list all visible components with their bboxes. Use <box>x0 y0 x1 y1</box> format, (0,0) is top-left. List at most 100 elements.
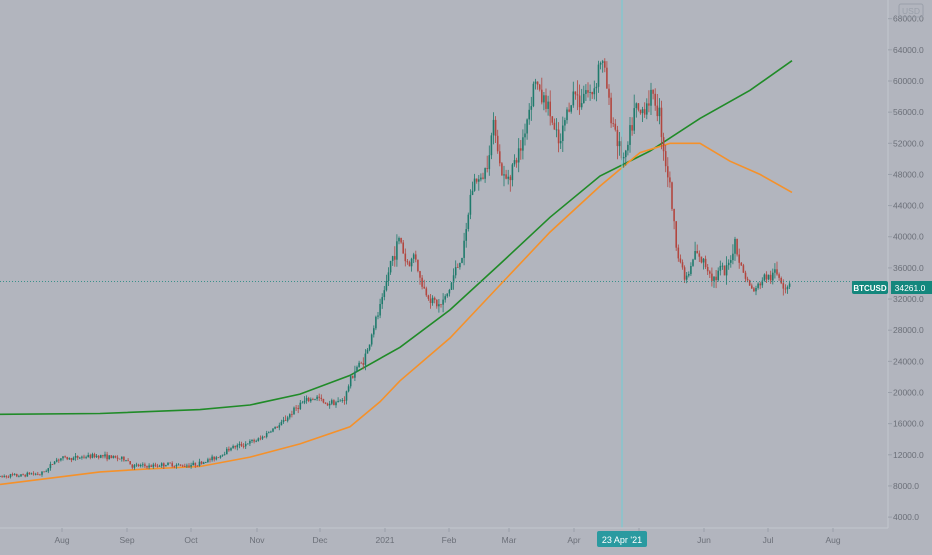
price-tick-label: 28000.0 <box>893 325 924 335</box>
candle-body <box>723 265 726 276</box>
candle-body <box>570 105 572 112</box>
candle-body <box>595 86 598 89</box>
candle-body <box>368 344 371 350</box>
candle-body <box>549 101 551 117</box>
candle-body <box>211 456 213 460</box>
candle-body <box>614 123 617 130</box>
price-tick-label: 8000.0 <box>893 481 919 491</box>
candle-body <box>654 93 656 106</box>
candle-body <box>658 107 661 117</box>
candle-body <box>236 445 239 448</box>
candle-body <box>400 238 402 243</box>
candle-body <box>202 462 205 464</box>
candle-body <box>767 274 770 280</box>
candle-body <box>591 92 593 95</box>
candle-body <box>291 414 293 415</box>
candle-body <box>215 457 218 460</box>
candle-body <box>553 122 556 130</box>
price-tick-label: 4000.0 <box>893 512 919 522</box>
candle-body <box>742 265 745 273</box>
candle-body <box>625 150 627 158</box>
candle-body <box>646 103 648 115</box>
price-tick-label: 64000.0 <box>893 45 924 55</box>
candle-body <box>108 455 110 460</box>
candle-body <box>631 125 633 131</box>
candle-body <box>656 105 659 117</box>
candle-body <box>627 144 629 151</box>
candle-body <box>324 402 327 404</box>
candle-body <box>85 457 87 458</box>
candle-body <box>377 315 379 317</box>
moving-average-line <box>0 142 793 486</box>
candle-body <box>427 295 430 299</box>
candle-body <box>347 386 350 392</box>
candle-body <box>286 417 289 421</box>
candle-body <box>776 269 778 275</box>
candle-body <box>152 464 155 467</box>
candle-body <box>255 440 257 442</box>
candle-body <box>213 456 215 460</box>
crosshair-date-badge-bg <box>597 531 647 547</box>
candle-body <box>513 160 516 165</box>
candle-body <box>669 177 671 183</box>
price-tick-label: 24000.0 <box>893 356 924 366</box>
candle-body <box>545 95 547 109</box>
candle-body <box>247 443 249 445</box>
candle-body <box>639 109 642 114</box>
candle-body <box>333 400 335 406</box>
candle-body <box>604 61 606 68</box>
candle-body <box>721 265 724 267</box>
candle-body <box>364 353 367 365</box>
candle-body <box>509 176 512 181</box>
candle-body <box>492 119 495 136</box>
candle-body <box>522 137 524 151</box>
candle-body <box>39 474 41 476</box>
candle-body <box>93 454 96 458</box>
candle-body <box>20 474 22 477</box>
candle-body <box>473 178 476 191</box>
candle-body <box>358 362 360 367</box>
candle-body <box>593 88 596 95</box>
candle-body <box>289 414 291 418</box>
candle-body <box>505 174 507 179</box>
candle-body <box>297 408 299 409</box>
candle-body <box>446 293 449 297</box>
candle-body <box>129 461 131 465</box>
candle-body <box>610 97 612 124</box>
candle-body <box>337 401 339 403</box>
candle-body <box>415 254 417 260</box>
candle-body <box>629 125 631 145</box>
candle-body <box>574 91 577 95</box>
candle-body <box>91 454 94 458</box>
candle-body <box>249 441 251 444</box>
candle-body <box>303 400 306 403</box>
candle-body <box>454 267 457 276</box>
candle-body <box>3 476 5 477</box>
candle-body <box>618 141 621 147</box>
candle-body <box>169 462 171 464</box>
candle-body <box>104 454 106 457</box>
candle-body <box>9 474 12 478</box>
candle-body <box>278 425 281 428</box>
candle-body <box>66 457 68 460</box>
candle-body <box>18 476 20 478</box>
time-tick-label: Dec <box>312 535 328 545</box>
candle-body <box>541 89 543 103</box>
candle-body <box>589 92 591 93</box>
candle-body <box>230 448 232 451</box>
candle-body <box>30 473 33 475</box>
candle-body <box>190 465 192 467</box>
candle-body <box>671 182 673 209</box>
time-tick-label: Oct <box>184 535 198 545</box>
candle-body <box>207 459 209 462</box>
candle-body <box>444 296 446 300</box>
candle-body <box>131 464 134 468</box>
candle-body <box>175 464 178 467</box>
candle-body <box>343 400 346 401</box>
candle-body <box>503 174 505 176</box>
candle-body <box>643 109 646 115</box>
candle-body <box>715 276 717 280</box>
candle-body <box>72 457 75 461</box>
